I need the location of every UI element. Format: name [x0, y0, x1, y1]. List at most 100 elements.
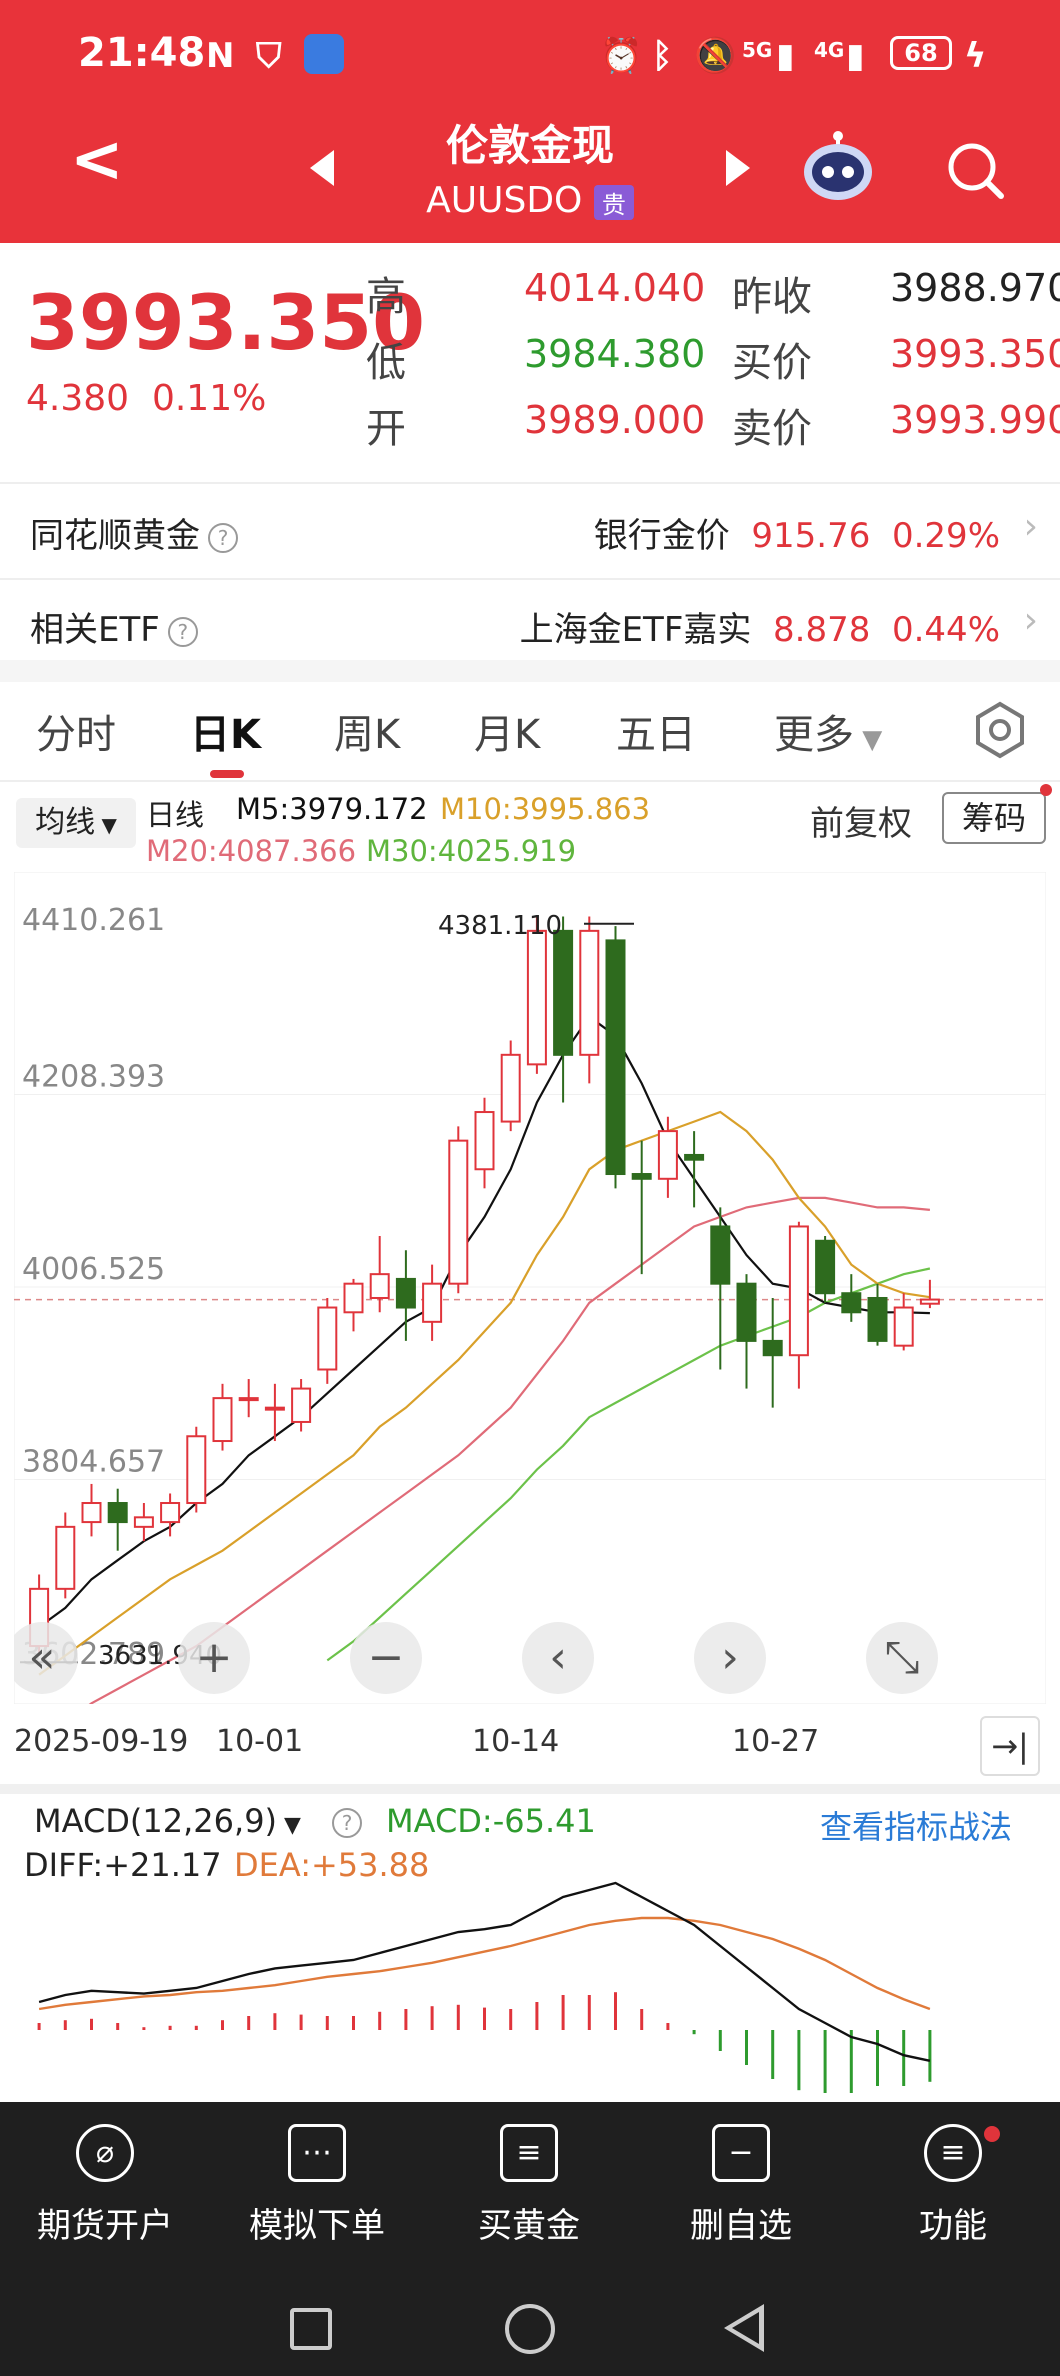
row-right-label: 上海金ETF嘉实 — [519, 610, 752, 650]
chips-button[interactable]: 筹码 — [942, 792, 1046, 844]
app-header: 21:48 N ⛉ ⏰ ᛒ 🔕 5G ▮ 4G ▮ 68 ϟ < 伦敦金现 AU… — [0, 0, 1060, 243]
prev-close-value: 3988.970 — [890, 266, 1060, 310]
candle-body — [762, 1339, 783, 1357]
tab-monthly-k[interactable]: 月K — [474, 712, 541, 758]
tab-more-label: 更多 — [774, 712, 854, 758]
fullscreen-button-glyph: ⤡ — [884, 1632, 919, 1683]
scroll-left-button[interactable] — [522, 1622, 594, 1694]
ths-gold-row[interactable]: 同花顺黄金? — [30, 508, 238, 557]
y-tick-label: 4410.261 — [22, 903, 165, 938]
row-value: 8.878 — [773, 610, 871, 650]
chart-settings-icon[interactable] — [970, 700, 1030, 760]
robot-assistant-icon[interactable] — [800, 128, 876, 204]
bottom-label: 模拟下单 — [249, 2206, 385, 2246]
date-label: 10-27 — [732, 1724, 820, 1759]
candle-body — [395, 1277, 416, 1309]
divider — [0, 780, 1060, 782]
menu-icon: ≡ — [924, 2124, 982, 2182]
ask-value: 3993.990 — [890, 398, 1060, 442]
ask-label: 卖价 — [732, 406, 812, 452]
ma5-value: M5:3979.172 — [236, 792, 428, 826]
home-icon[interactable] — [505, 2304, 555, 2354]
bid-label: 买价 — [732, 340, 812, 386]
futures-account-button[interactable]: ⌀ 期货开户 — [0, 2124, 210, 2247]
remove-watchlist-button[interactable]: − 删自选 — [636, 2124, 846, 2247]
scroll-right-button[interactable] — [694, 1622, 766, 1694]
m30-line — [326, 1267, 931, 1662]
candle-body — [579, 929, 600, 1056]
network-4g: 4G — [814, 38, 845, 62]
status-time: 21:48 — [78, 30, 206, 76]
bottom-label: 功能 — [919, 2206, 987, 2246]
fullscreen-button[interactable] — [866, 1622, 938, 1694]
alarm-icon: ⏰ — [600, 36, 643, 76]
candle-body — [788, 1225, 809, 1357]
etf-price[interactable]: 上海金ETF嘉实 8.878 0.44% — [520, 602, 1000, 651]
functions-button[interactable]: ≡ 功能 — [848, 2124, 1058, 2247]
candle-body — [212, 1397, 233, 1443]
symbol-code: AUUSDO — [426, 180, 583, 221]
candle-body — [553, 929, 574, 1056]
nfc-icon: N — [206, 36, 235, 76]
tab-intraday[interactable]: 分时 — [36, 712, 116, 758]
candle-body — [55, 1525, 76, 1590]
simulate-order-button[interactable]: ⋯ 模拟下单 — [212, 2124, 422, 2247]
chevron-right-icon[interactable]: › — [1023, 600, 1038, 641]
related-etf-row[interactable]: 相关ETF? — [30, 602, 198, 651]
prev-close-label: 昨收 — [732, 274, 812, 320]
zoom-out-button[interactable] — [350, 1622, 422, 1694]
indicator-label: 均线 — [35, 805, 96, 840]
last-price: 3993.350 — [26, 278, 426, 367]
zoom-in-button-glyph: + — [196, 1632, 233, 1683]
bid-value: 3993.350 — [890, 332, 1060, 376]
macd-selector[interactable]: MACD(12,26,9) ▼ — [34, 1802, 301, 1840]
view-strategy-link[interactable]: 查看指标战法 — [820, 1808, 1013, 1846]
recents-icon[interactable] — [290, 2308, 332, 2350]
jump-to-latest-button[interactable]: →| — [980, 1716, 1040, 1776]
bank-gold-price[interactable]: 银行金价 915.76 0.29% — [594, 508, 1000, 557]
macd-value: MACD:-65.41 — [386, 1802, 596, 1840]
candlestick-chart[interactable]: 4410.2614208.3934006.5253804.6573602.789… — [14, 872, 1046, 1704]
row-label: 相关ETF — [30, 610, 160, 650]
shield-icon: ⛉ — [256, 36, 282, 76]
search-icon[interactable] — [945, 140, 1005, 200]
buy-gold-button[interactable]: ≡ 买黄金 — [424, 2124, 634, 2247]
tab-daily-k[interactable]: 日K — [190, 712, 261, 758]
next-instrument-icon[interactable] — [726, 150, 750, 186]
signal-icon: ▮ — [776, 36, 795, 76]
candle-body — [841, 1292, 862, 1314]
battery-indicator: 68 — [890, 36, 952, 70]
candle-body — [264, 1406, 285, 1411]
change-value: 4.380 — [26, 378, 130, 419]
system-nav-bar — [0, 2278, 1060, 2376]
fast-back-button[interactable] — [14, 1622, 78, 1694]
remove-watch-icon: − — [712, 2124, 770, 2182]
prev-instrument-icon[interactable] — [310, 150, 334, 186]
indicator-selector[interactable]: 均线 ▼ — [16, 798, 136, 848]
futures-icon: ⌀ — [76, 2124, 134, 2182]
help-icon[interactable]: ? — [167, 616, 198, 647]
ma30-value: M30:4025.919 — [366, 834, 577, 868]
back-arrow-icon[interactable]: < — [70, 123, 124, 197]
candle-body — [815, 1239, 836, 1295]
forward-adjust-toggle[interactable]: 前复权 — [810, 804, 912, 844]
row-pct: 0.44% — [891, 610, 1000, 650]
zoom-in-button[interactable] — [178, 1622, 250, 1694]
bottom-label: 期货开户 — [37, 2206, 173, 2246]
tab-more[interactable]: 更多 ▼ — [774, 702, 882, 760]
candle-body — [605, 939, 626, 1176]
tab-weekly-k[interactable]: 周K — [334, 712, 401, 758]
candle-body — [631, 1173, 652, 1180]
period-label: 日线 — [146, 798, 205, 832]
bottom-label: 买黄金 — [478, 2206, 580, 2246]
help-icon[interactable]: ? — [332, 1808, 362, 1838]
bluetooth-icon: ᛒ — [652, 36, 673, 76]
date-label: 10-14 — [472, 1724, 560, 1759]
tab-five-day[interactable]: 五日 — [616, 712, 696, 758]
chevron-right-icon[interactable]: › — [1023, 506, 1038, 547]
high-value: 4014.040 — [524, 266, 706, 310]
divider — [0, 578, 1060, 580]
signal-icon: ▮ — [846, 36, 865, 76]
dea-value: DEA:+53.88 — [234, 1846, 430, 1884]
help-icon[interactable]: ? — [208, 522, 238, 553]
